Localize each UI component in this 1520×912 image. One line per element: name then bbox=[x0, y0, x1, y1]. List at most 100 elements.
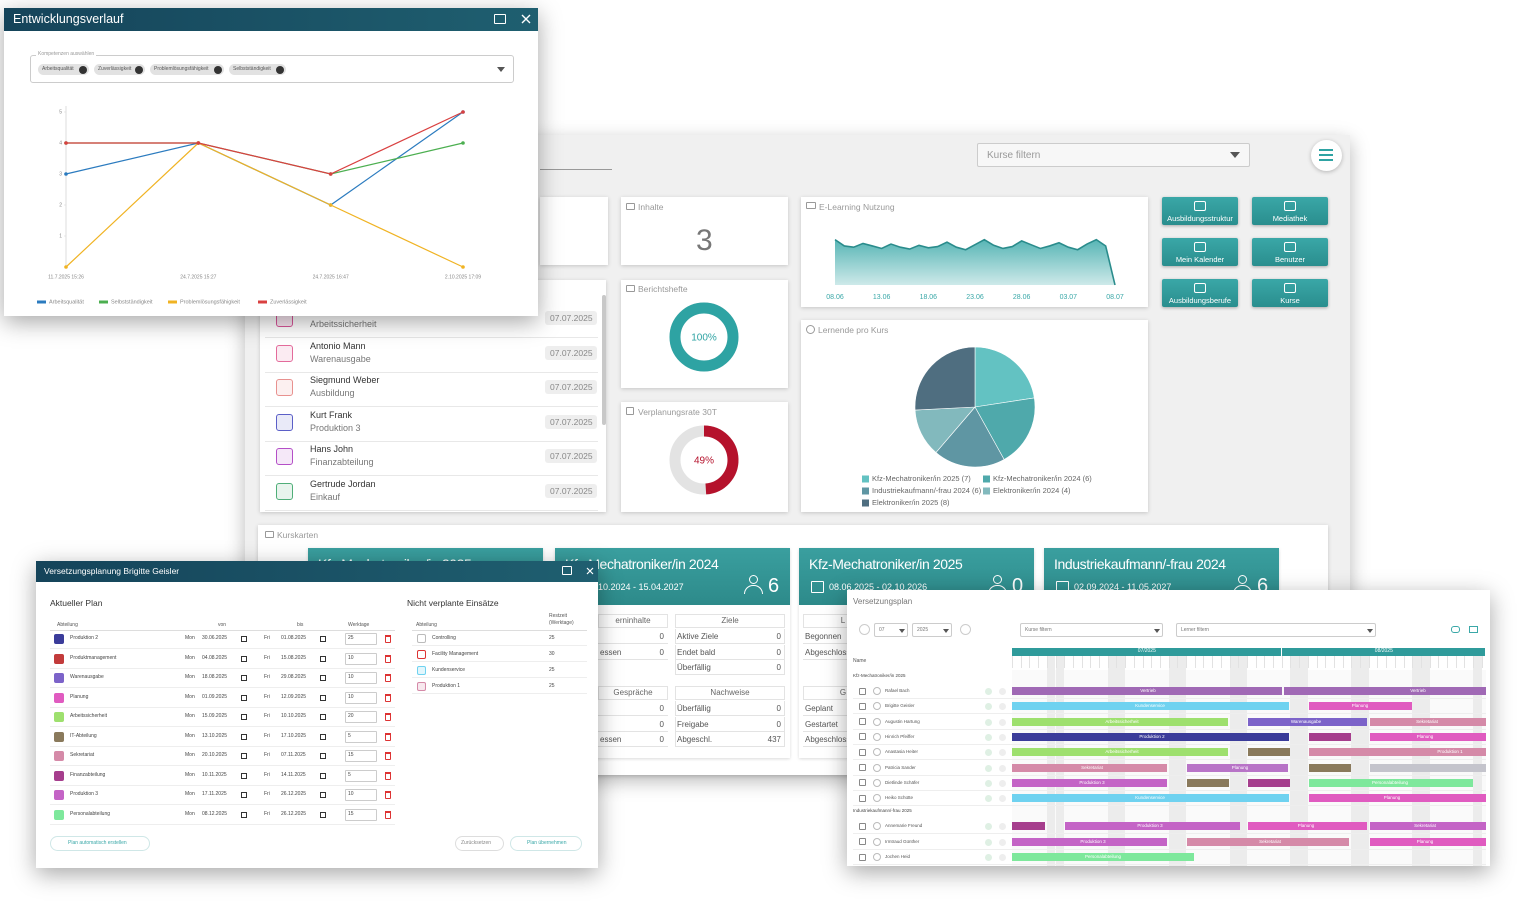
row-action[interactable] bbox=[985, 749, 992, 757]
calendar-icon[interactable] bbox=[241, 694, 247, 701]
export-button[interactable] bbox=[1451, 626, 1460, 633]
row-action[interactable] bbox=[999, 749, 1006, 757]
assignment-bar[interactable] bbox=[1309, 778, 1473, 787]
chip-remove[interactable] bbox=[135, 65, 143, 74]
row-action[interactable] bbox=[999, 688, 1006, 695]
row-action[interactable] bbox=[999, 854, 1006, 861]
workdays-input[interactable] bbox=[345, 691, 377, 704]
calendar-icon[interactable] bbox=[320, 655, 326, 662]
assignment-bar[interactable] bbox=[1248, 748, 1290, 757]
chip-remove[interactable] bbox=[276, 65, 284, 74]
assignment-bar[interactable] bbox=[1012, 778, 1167, 787]
row-action[interactable] bbox=[999, 838, 1006, 846]
row-action[interactable] bbox=[985, 718, 992, 726]
chip[interactable] bbox=[150, 64, 224, 75]
button-label[interactable]: Ausbildungsberufe bbox=[1168, 296, 1232, 305]
delete-button[interactable] bbox=[385, 810, 391, 819]
row-action[interactable] bbox=[985, 733, 992, 741]
workdays-input[interactable] bbox=[345, 789, 377, 801]
assignment-bar[interactable] bbox=[1248, 822, 1367, 830]
assignment-bar[interactable] bbox=[1370, 763, 1486, 772]
calendar-icon[interactable] bbox=[241, 714, 247, 720]
assignment-bar[interactable] bbox=[1248, 717, 1367, 726]
assignment-bar[interactable] bbox=[1370, 837, 1486, 846]
delete-button[interactable] bbox=[385, 635, 391, 643]
delete-button[interactable] bbox=[385, 674, 391, 682]
button-label[interactable]: Mein Kalender bbox=[1175, 255, 1225, 264]
row-action[interactable] bbox=[999, 733, 1006, 741]
row-action[interactable] bbox=[985, 795, 992, 803]
row-checkbox[interactable] bbox=[859, 687, 866, 695]
workdays-input[interactable] bbox=[345, 711, 377, 723]
button[interactable] bbox=[455, 836, 504, 851]
row-action[interactable] bbox=[985, 854, 992, 861]
row-checkbox[interactable] bbox=[859, 764, 866, 771]
row-checkbox[interactable] bbox=[859, 838, 866, 845]
row-action[interactable] bbox=[999, 795, 1006, 803]
export-button[interactable] bbox=[1469, 626, 1478, 633]
assignment-bar[interactable] bbox=[1012, 822, 1045, 830]
assignment-bar[interactable] bbox=[1187, 837, 1349, 846]
row-action[interactable] bbox=[999, 718, 1006, 726]
select[interactable] bbox=[1176, 623, 1376, 637]
workdays-input[interactable] bbox=[345, 750, 377, 762]
calendar-icon[interactable] bbox=[320, 753, 326, 759]
assignment-bar[interactable] bbox=[1187, 763, 1288, 772]
row-checkbox[interactable] bbox=[859, 702, 866, 710]
button-label[interactable]: Plan automatisch erstellen bbox=[68, 840, 127, 846]
chip-remove[interactable] bbox=[214, 65, 222, 74]
delete-button[interactable] bbox=[385, 752, 391, 760]
calendar-icon[interactable] bbox=[320, 733, 326, 740]
button-label[interactable]: Mediathek bbox=[1272, 214, 1308, 223]
calendar-icon[interactable] bbox=[241, 753, 247, 759]
assignment-bar[interactable] bbox=[1012, 837, 1167, 846]
select[interactable] bbox=[912, 623, 952, 637]
calendar-icon[interactable] bbox=[241, 772, 247, 779]
assignment-bar[interactable] bbox=[1012, 763, 1167, 772]
row-action[interactable] bbox=[985, 688, 992, 695]
assignment-bar[interactable] bbox=[1284, 687, 1486, 695]
assignment-bar[interactable] bbox=[1370, 732, 1486, 741]
assignment-bar[interactable] bbox=[1012, 687, 1282, 695]
select[interactable] bbox=[874, 623, 908, 637]
select-value[interactable]: 07 bbox=[879, 627, 885, 633]
button-label[interactable]: Ausbildungsstruktur bbox=[1167, 214, 1233, 223]
assignment-bar[interactable] bbox=[1065, 822, 1240, 830]
assignment-bar[interactable] bbox=[1012, 853, 1194, 861]
row-action[interactable] bbox=[999, 823, 1006, 830]
calendar-icon[interactable] bbox=[241, 811, 247, 818]
assignment-bar[interactable] bbox=[1309, 702, 1412, 711]
assignment-bar[interactable] bbox=[1309, 794, 1486, 803]
assignment-bar[interactable] bbox=[1012, 732, 1289, 741]
row-action[interactable] bbox=[999, 703, 1006, 711]
calendar-icon[interactable] bbox=[241, 792, 247, 798]
competence-select[interactable] bbox=[30, 55, 514, 83]
workdays-input[interactable] bbox=[345, 652, 377, 665]
assignment-bar[interactable] bbox=[1370, 717, 1486, 726]
row-checkbox[interactable] bbox=[859, 733, 866, 741]
delete-button[interactable] bbox=[385, 791, 391, 799]
workdays-input[interactable] bbox=[345, 633, 377, 645]
prev-button[interactable] bbox=[859, 624, 870, 635]
row-action[interactable] bbox=[985, 823, 992, 830]
assignment-bar[interactable] bbox=[1309, 732, 1351, 741]
delete-button[interactable] bbox=[385, 693, 391, 702]
row-checkbox[interactable] bbox=[859, 853, 866, 861]
button[interactable] bbox=[50, 836, 150, 851]
row-action[interactable] bbox=[985, 779, 992, 787]
delete-button[interactable] bbox=[385, 713, 391, 721]
select-value[interactable]: Kurse filtern bbox=[1025, 627, 1052, 633]
delete-button[interactable] bbox=[385, 732, 391, 741]
assignment-bar[interactable] bbox=[1187, 778, 1229, 787]
row-checkbox[interactable] bbox=[859, 779, 866, 787]
calendar-icon[interactable] bbox=[241, 655, 247, 662]
button-label[interactable]: Zurücksetzen bbox=[461, 840, 492, 846]
chip[interactable] bbox=[229, 64, 286, 75]
select-value[interactable]: 2025 bbox=[917, 627, 929, 633]
delete-button[interactable] bbox=[385, 654, 391, 663]
assignment-bar[interactable] bbox=[1012, 748, 1228, 757]
assignment-bar[interactable] bbox=[1012, 717, 1228, 726]
calendar-icon[interactable] bbox=[241, 675, 247, 681]
chip-remove[interactable] bbox=[79, 65, 87, 74]
workdays-input[interactable] bbox=[345, 769, 377, 782]
